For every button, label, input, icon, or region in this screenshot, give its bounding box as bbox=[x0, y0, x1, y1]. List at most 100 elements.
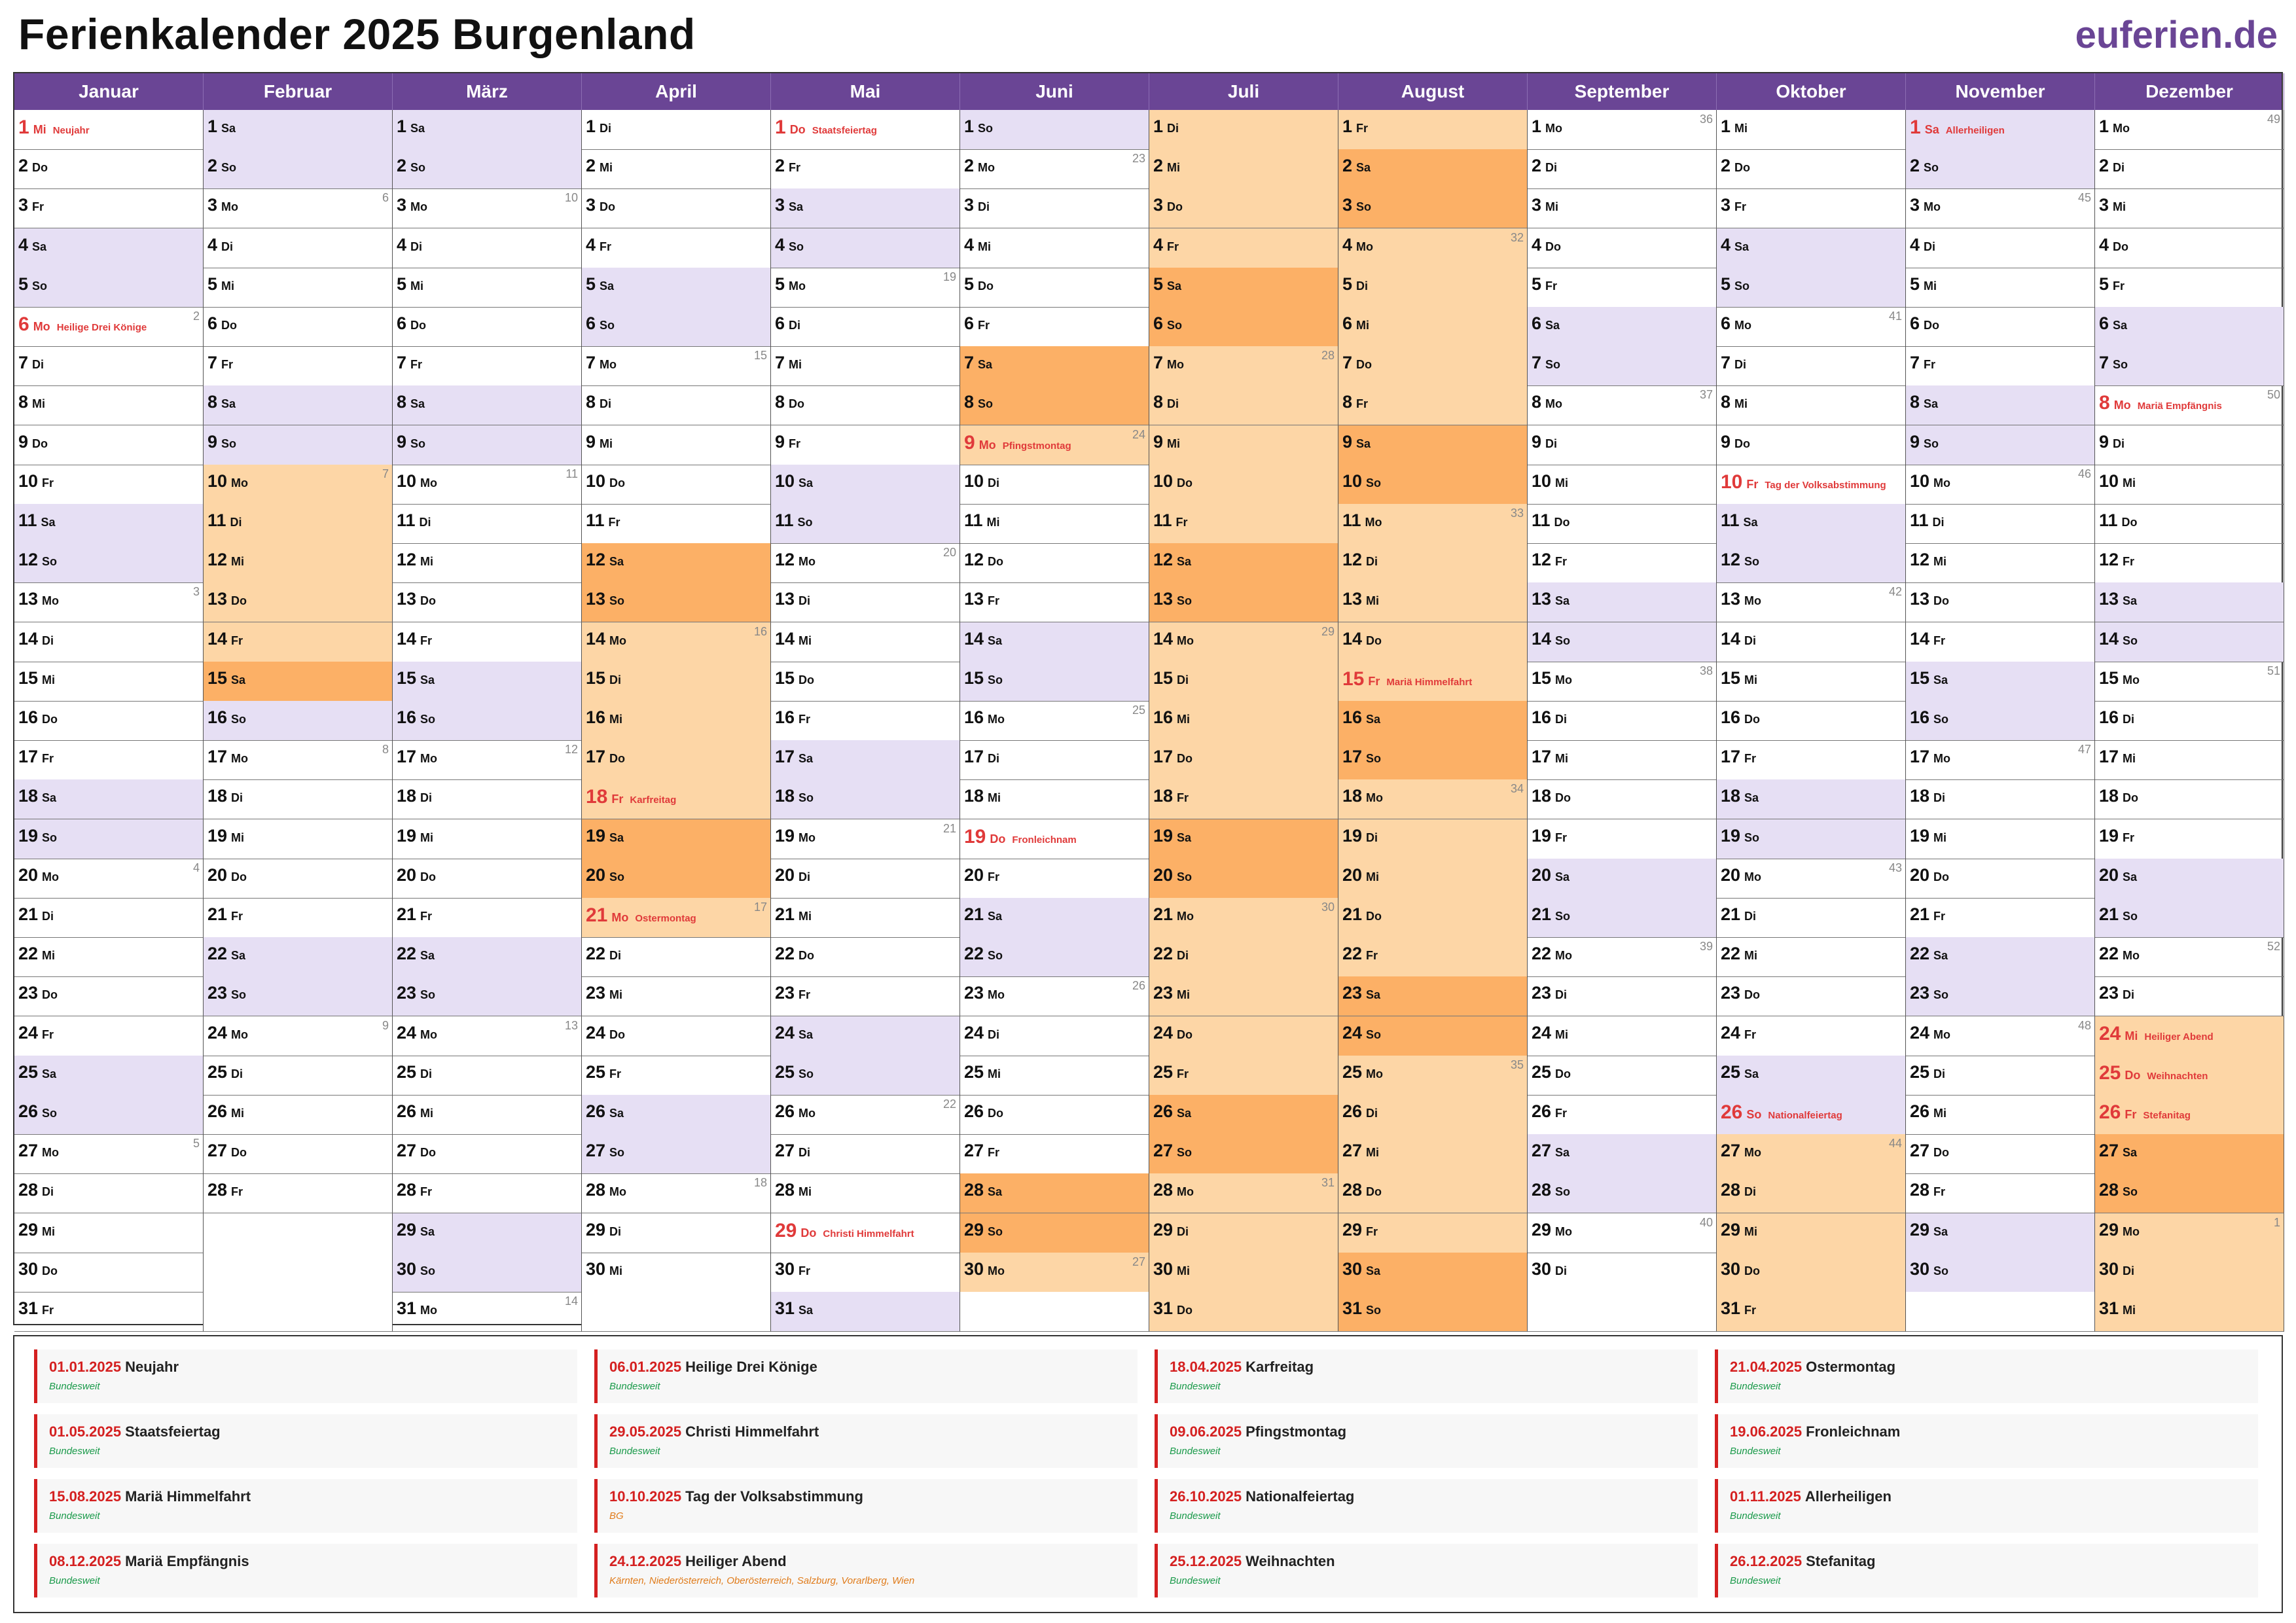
day-cell[interactable]: 9 Do bbox=[14, 425, 204, 465]
day-cell[interactable]: 6 Mi bbox=[1338, 307, 1528, 347]
day-cell[interactable]: 16 Di bbox=[2095, 701, 2284, 741]
day-cell[interactable]: 3 Mo 10 bbox=[393, 188, 582, 229]
day-cell[interactable]: 16 Mo 25 bbox=[960, 701, 1149, 741]
day-cell[interactable]: 12 So bbox=[1717, 543, 1906, 584]
day-cell[interactable]: 17 Do bbox=[582, 740, 771, 781]
day-cell[interactable]: 8 Mi bbox=[1717, 385, 1906, 426]
day-cell[interactable]: 20 Do bbox=[204, 858, 393, 899]
day-cell[interactable]: 30 So bbox=[393, 1252, 582, 1293]
day-cell[interactable]: 30 So bbox=[1906, 1252, 2095, 1293]
day-cell[interactable]: 2 Fr bbox=[771, 149, 960, 190]
day-cell[interactable]: 23 Di bbox=[1528, 976, 1717, 1017]
day-cell[interactable]: 2 Mi bbox=[582, 149, 771, 190]
day-cell[interactable]: 20 Sa bbox=[1528, 858, 1717, 899]
day-cell[interactable]: 7 Mo 28 bbox=[1149, 346, 1338, 387]
day-cell[interactable]: 15 Sa bbox=[204, 661, 393, 702]
day-cell[interactable]: 7 Mi bbox=[771, 346, 960, 387]
day-cell[interactable]: 29 Mo 1 bbox=[2095, 1213, 2284, 1253]
day-cell[interactable]: 13 Sa bbox=[2095, 582, 2284, 623]
day-cell[interactable]: 11 Di bbox=[393, 504, 582, 544]
day-cell[interactable]: 21 So bbox=[2095, 898, 2284, 938]
day-cell[interactable]: 28 Di bbox=[1717, 1173, 1906, 1214]
day-cell[interactable]: 1 So bbox=[960, 110, 1149, 150]
day-cell[interactable]: 9 Do bbox=[1717, 425, 1906, 465]
day-cell[interactable]: 4 Di bbox=[1906, 228, 2095, 268]
day-cell[interactable]: 28 Di bbox=[14, 1173, 204, 1214]
day-cell[interactable]: 10 So bbox=[1338, 464, 1528, 505]
day-cell[interactable]: 26 Di bbox=[1338, 1095, 1528, 1135]
day-cell[interactable]: 3 Mi bbox=[2095, 188, 2284, 229]
day-cell[interactable]: 20 Sa bbox=[2095, 858, 2284, 899]
day-cell[interactable]: 5 Mi bbox=[1906, 267, 2095, 308]
day-cell[interactable]: 28 Mo 18 bbox=[582, 1173, 771, 1214]
day-cell[interactable]: 26 Fr Stefanitag bbox=[2095, 1095, 2284, 1135]
day-cell[interactable]: 5 Do bbox=[960, 267, 1149, 308]
day-cell[interactable]: 30 Di bbox=[2095, 1252, 2284, 1293]
day-cell[interactable]: 18 Di bbox=[204, 779, 393, 820]
day-cell[interactable]: 19 Mi bbox=[393, 819, 582, 859]
day-cell[interactable]: 1 Mo 36 bbox=[1528, 110, 1717, 150]
day-cell[interactable]: 10 Mo 46 bbox=[1906, 464, 2095, 505]
day-cell[interactable]: 23 Sa bbox=[1338, 976, 1528, 1017]
day-cell[interactable]: 7 So bbox=[2095, 346, 2284, 387]
day-cell[interactable]: 22 Sa bbox=[393, 937, 582, 978]
day-cell[interactable]: 16 Fr bbox=[771, 701, 960, 741]
day-cell[interactable]: 25 Mi bbox=[960, 1055, 1149, 1096]
day-cell[interactable]: 10 Fr Tag der Volksabstimmung bbox=[1717, 464, 1906, 505]
day-cell[interactable]: 12 Fr bbox=[1528, 543, 1717, 584]
day-cell[interactable]: 13 Sa bbox=[1528, 582, 1717, 623]
day-cell[interactable]: 24 Fr bbox=[14, 1016, 204, 1056]
day-cell[interactable]: 2 So bbox=[204, 149, 393, 190]
day-cell[interactable]: 27 Mo 44 bbox=[1717, 1134, 1906, 1175]
day-cell[interactable]: 27 Sa bbox=[1528, 1134, 1717, 1175]
day-cell[interactable]: 1 Mo 49 bbox=[2095, 110, 2284, 150]
day-cell[interactable]: 13 Do bbox=[204, 582, 393, 623]
day-cell[interactable]: 19 Mo 21 bbox=[771, 819, 960, 859]
day-cell[interactable]: 30 Mo 27 bbox=[960, 1252, 1149, 1293]
day-cell[interactable]: 7 Di bbox=[1717, 346, 1906, 387]
day-cell[interactable]: 22 Di bbox=[582, 937, 771, 978]
day-cell[interactable]: 22 Fr bbox=[1338, 937, 1528, 978]
day-cell[interactable]: 20 So bbox=[1149, 858, 1338, 899]
day-cell[interactable]: 19 Sa bbox=[582, 819, 771, 859]
day-cell[interactable]: 16 So bbox=[204, 701, 393, 741]
day-cell[interactable]: 15 Mo 38 bbox=[1528, 661, 1717, 702]
day-cell[interactable]: 17 Mo 8 bbox=[204, 740, 393, 781]
day-cell[interactable]: 4 Mi bbox=[960, 228, 1149, 268]
day-cell[interactable]: 12 Sa bbox=[1149, 543, 1338, 584]
day-cell[interactable]: 4 Do bbox=[2095, 228, 2284, 268]
day-cell[interactable]: 18 Do bbox=[1528, 779, 1717, 820]
day-cell[interactable]: 2 So bbox=[1906, 149, 2095, 190]
day-cell[interactable]: 18 Do bbox=[2095, 779, 2284, 820]
day-cell[interactable]: 9 Mi bbox=[582, 425, 771, 465]
day-cell[interactable]: 15 Sa bbox=[393, 661, 582, 702]
day-cell[interactable]: 21 Mo 30 bbox=[1149, 898, 1338, 938]
day-cell[interactable]: 28 Fr bbox=[204, 1173, 393, 1214]
day-cell[interactable]: 18 So bbox=[771, 779, 960, 820]
day-cell[interactable]: 11 Do bbox=[2095, 504, 2284, 544]
day-cell[interactable]: 17 Sa bbox=[771, 740, 960, 781]
day-cell[interactable]: 8 Sa bbox=[204, 385, 393, 426]
day-cell[interactable]: 11 Mi bbox=[960, 504, 1149, 544]
day-cell[interactable]: 23 Mo 26 bbox=[960, 976, 1149, 1017]
day-cell[interactable]: 1 Mi bbox=[1717, 110, 1906, 150]
day-cell[interactable]: 10 Do bbox=[1149, 464, 1338, 505]
day-cell[interactable]: 26 Sa bbox=[1149, 1095, 1338, 1135]
day-cell[interactable]: 24 So bbox=[1338, 1016, 1528, 1056]
day-cell[interactable]: 23 Do bbox=[1717, 976, 1906, 1017]
day-cell[interactable]: 10 Mi bbox=[2095, 464, 2284, 505]
day-cell[interactable]: 31 Mi bbox=[2095, 1292, 2284, 1332]
day-cell[interactable]: 3 Di bbox=[960, 188, 1149, 229]
day-cell[interactable]: 18 Sa bbox=[1717, 779, 1906, 820]
day-cell[interactable]: 1 Sa Allerheiligen bbox=[1906, 110, 2095, 150]
day-cell[interactable]: 21 Di bbox=[14, 898, 204, 938]
day-cell[interactable]: 1 Di bbox=[582, 110, 771, 150]
day-cell[interactable]: 5 So bbox=[14, 267, 204, 308]
day-cell[interactable]: 22 Mo 39 bbox=[1528, 937, 1717, 978]
day-cell[interactable]: 31 Fr bbox=[1717, 1292, 1906, 1332]
day-cell[interactable]: 20 Do bbox=[1906, 858, 2095, 899]
day-cell[interactable]: 26 Sa bbox=[582, 1095, 771, 1135]
day-cell[interactable]: 21 Sa bbox=[960, 898, 1149, 938]
day-cell[interactable]: 16 Do bbox=[1717, 701, 1906, 741]
day-cell[interactable]: 26 Mi bbox=[204, 1095, 393, 1135]
